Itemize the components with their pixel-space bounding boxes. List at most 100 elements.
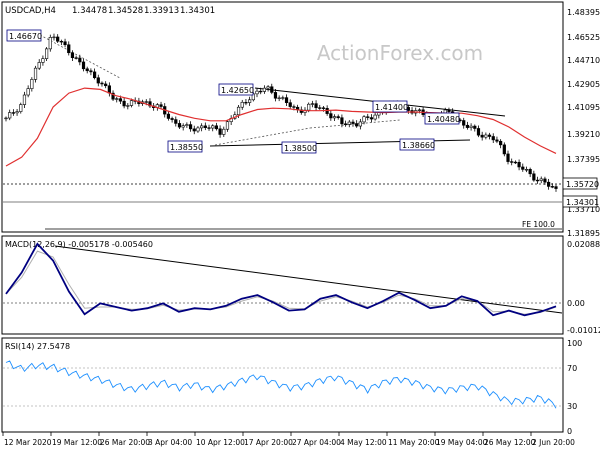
candle-body bbox=[37, 62, 41, 69]
current-price-label: 1.34301 bbox=[566, 198, 599, 207]
price-tick-label: 1.39210 bbox=[567, 130, 600, 139]
watermark-text: ActionForex.com bbox=[317, 41, 483, 65]
candle-body bbox=[115, 98, 119, 100]
x-tick-label: 2 Jun 20:00 bbox=[532, 438, 575, 447]
candle-body bbox=[495, 139, 499, 142]
candle-body bbox=[373, 114, 377, 120]
macd-signal-line bbox=[5, 250, 557, 315]
dotted-trendline-2 bbox=[214, 127, 311, 146]
candle-body bbox=[59, 40, 63, 43]
candle-body bbox=[4, 117, 8, 120]
candle-body bbox=[307, 103, 311, 111]
candle-body bbox=[11, 112, 15, 114]
candle-body bbox=[48, 37, 52, 50]
candle-body bbox=[52, 36, 56, 39]
candle-body bbox=[248, 99, 252, 103]
annotation-label: 1.46670 bbox=[9, 32, 42, 41]
candle-body bbox=[499, 140, 503, 146]
header-symbol: USDCAD,H4 bbox=[5, 6, 56, 16]
annotation-box bbox=[424, 112, 460, 125]
candle-body bbox=[192, 128, 196, 132]
candle-body bbox=[56, 36, 60, 42]
candle-body bbox=[111, 92, 115, 100]
sma-group bbox=[5, 87, 557, 167]
candle-body bbox=[517, 161, 521, 168]
candle-body bbox=[547, 181, 551, 187]
candle-body bbox=[214, 125, 219, 130]
candle-body bbox=[480, 134, 484, 138]
candle-body bbox=[174, 119, 178, 124]
rsi-tick-label: 70 bbox=[567, 364, 577, 373]
annotation-label: 1.38660 bbox=[402, 141, 435, 150]
candle-body bbox=[321, 107, 326, 109]
sma-line bbox=[5, 87, 557, 167]
x-tick-label: 12 Mar 2020 bbox=[4, 438, 52, 447]
candle-body bbox=[502, 144, 506, 155]
candle-body bbox=[521, 166, 525, 170]
candle-body bbox=[366, 116, 370, 118]
candle-body bbox=[473, 125, 477, 129]
candle-body bbox=[107, 85, 111, 94]
candle-body bbox=[225, 121, 230, 130]
rsi-group bbox=[5, 360, 557, 409]
header-ohlc-high: 1.34528 bbox=[108, 6, 143, 16]
candle-body bbox=[26, 88, 30, 96]
rsi-tick-label: 30 bbox=[567, 402, 577, 411]
candle-body bbox=[539, 178, 543, 181]
candle-body bbox=[340, 117, 344, 125]
candle-body bbox=[159, 104, 163, 107]
candle-body bbox=[491, 136, 495, 141]
annotation-box bbox=[281, 141, 317, 154]
candle-body bbox=[347, 121, 351, 125]
candle-body bbox=[554, 186, 558, 189]
candle-body bbox=[100, 82, 104, 85]
price-tick-label: 1.37395 bbox=[567, 155, 600, 164]
candle-body bbox=[484, 134, 488, 138]
header-ohlc-open: 1.34478 bbox=[72, 6, 107, 16]
candle-body bbox=[510, 161, 514, 163]
x-tick-label: 27 Apr 04:00 bbox=[292, 438, 341, 447]
candle-body bbox=[535, 179, 540, 182]
candle-body bbox=[259, 90, 263, 93]
x-tick-label: 26 Mar 20:00 bbox=[100, 438, 150, 447]
candle-body bbox=[358, 121, 362, 127]
macd-tick-label: -0.010121 bbox=[567, 326, 600, 335]
candle-body bbox=[70, 52, 75, 59]
annotation-box bbox=[372, 100, 408, 113]
candle-body bbox=[417, 109, 422, 111]
candle-body bbox=[74, 57, 78, 59]
candle-body bbox=[244, 101, 248, 104]
candle-body bbox=[129, 100, 134, 106]
dotted-trendline-3 bbox=[309, 119, 401, 129]
candle-body bbox=[288, 102, 292, 107]
annotation-box bbox=[218, 83, 254, 96]
candle-body bbox=[166, 113, 171, 119]
fe-level-label: FE 100.0 bbox=[522, 220, 555, 229]
candle-body bbox=[487, 134, 492, 137]
current-price-box bbox=[562, 195, 598, 208]
candle-body bbox=[524, 169, 529, 171]
support-price-label: 1.35720 bbox=[566, 180, 599, 189]
macd-panel-label: MACD(12,26,9) -0.005178 -0.005460 bbox=[5, 240, 153, 249]
annotation-label: 1.40480 bbox=[427, 115, 460, 124]
candle-body bbox=[85, 68, 89, 72]
candle-body bbox=[122, 100, 126, 107]
rsi-line bbox=[5, 360, 557, 409]
rsi-panel-label: RSI(14) 27.5478 bbox=[5, 342, 70, 351]
macd-panel-frame bbox=[1, 235, 564, 335]
candle-body bbox=[462, 120, 466, 126]
candle-body bbox=[343, 123, 348, 125]
candle-body bbox=[8, 112, 12, 119]
candle-body bbox=[89, 70, 93, 73]
candle-body bbox=[148, 101, 152, 107]
candle-body bbox=[318, 107, 322, 109]
candle-body bbox=[273, 92, 278, 99]
candle-body bbox=[240, 101, 244, 108]
x-tick-label: 17 Apr 20:00 bbox=[244, 438, 293, 447]
candle-body bbox=[369, 117, 374, 120]
candle-body bbox=[270, 86, 274, 93]
candle-body bbox=[362, 116, 366, 123]
candle-body bbox=[447, 109, 451, 112]
candle-body bbox=[255, 90, 259, 95]
